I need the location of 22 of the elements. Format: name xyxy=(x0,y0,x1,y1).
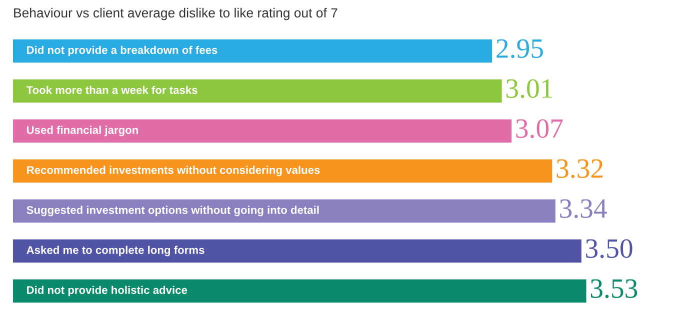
bar xyxy=(13,79,502,103)
bar xyxy=(13,159,552,183)
y-tick-label: Recommended investments without considering values xyxy=(27,166,320,176)
data-label: 3.53 xyxy=(590,279,638,298)
bar xyxy=(13,39,492,63)
data-label: 3.32 xyxy=(556,159,603,178)
data-label: 2.95 xyxy=(496,39,543,58)
data-label: 3.34 xyxy=(560,199,607,218)
bar xyxy=(13,239,582,263)
data-label: 3.01 xyxy=(506,79,552,98)
bar xyxy=(13,119,512,143)
data-label: 3.50 xyxy=(586,239,632,258)
chart-title: Behaviour vs client average dislike to like rating out of 7 xyxy=(14,8,338,20)
y-tick-label: Used financial jargon xyxy=(26,126,138,136)
bar xyxy=(13,199,556,223)
y-tick-label: Did not provide a breakdown of fees xyxy=(27,46,218,56)
y-tick-label: Suggested investment options without going into detail xyxy=(26,206,319,216)
data-label: 3.07 xyxy=(516,119,563,138)
bar xyxy=(13,279,586,303)
y-tick-label: Asked me to complete long forms xyxy=(26,246,204,256)
y-tick-label: Took more than a week for tasks xyxy=(26,86,198,94)
y-tick-label: Did not provide holistic advice xyxy=(27,286,188,296)
